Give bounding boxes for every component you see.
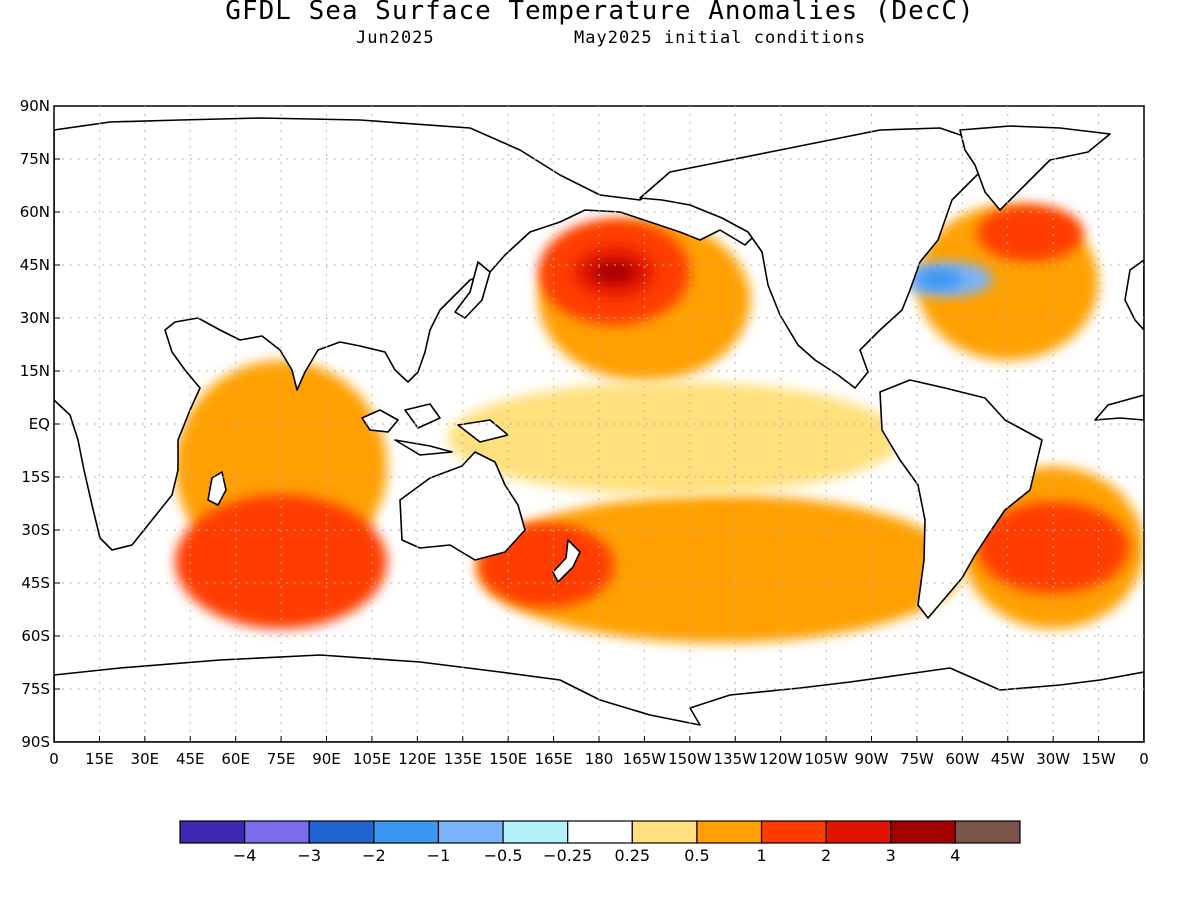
lon-tick-label: 90E	[312, 750, 341, 768]
colorbar-label: −2	[362, 846, 386, 865]
forecast-month: Jun2025	[356, 28, 435, 48]
colorbar-label: 0.5	[684, 846, 709, 865]
lat-tick-label: 15S	[21, 468, 50, 486]
graticule	[54, 106, 1144, 742]
lat-tick-label: 45S	[21, 574, 50, 592]
lon-tick-label: 15E	[85, 750, 114, 768]
anomaly-region-3	[592, 261, 636, 283]
lat-tick-label: 45N	[20, 256, 50, 274]
lon-tick-label: 45E	[176, 750, 205, 768]
madagascar-land	[207, 471, 227, 506]
lon-tick-label: 60E	[221, 750, 250, 768]
colorbar-label: −3	[297, 846, 321, 865]
japan-land	[454, 261, 491, 319]
colorbar-swatch	[308, 820, 375, 844]
colorbar-label: −4	[233, 846, 257, 865]
anomaly-region-14	[916, 268, 963, 290]
lon-tick-label: 60W	[945, 750, 979, 768]
lon-tick-label: 120W	[759, 750, 803, 768]
lon-tick-label: 135W	[714, 750, 758, 768]
lon-tick-label: 180	[585, 750, 614, 768]
colorbar-label: 4	[950, 846, 960, 865]
lon-tick-label: 105E	[353, 750, 391, 768]
colorbar-swatch	[437, 820, 504, 844]
lon-tick-label: 0	[1139, 750, 1149, 768]
initial-conditions: May2025 initial conditions	[574, 28, 867, 48]
lon-tick-label: 45W	[991, 750, 1025, 768]
lon-tick-label: 90W	[855, 750, 889, 768]
lon-tick-label: 135E	[444, 750, 482, 768]
colorbar-swatch	[179, 820, 246, 844]
maritime-continent-land	[361, 403, 509, 456]
colorbar-swatch	[760, 820, 827, 844]
anomaly-region-12	[447, 381, 902, 495]
longitude-ticks: 0 15E 30E 45E 60E 75E 90E 105E 120E 135E 150E 165E 1…	[49, 736, 1149, 768]
lon-tick-label: 0	[49, 750, 59, 768]
colorbar-swatch	[890, 820, 956, 844]
colorbar-label: −0.25	[543, 846, 592, 865]
lon-tick-label: 30W	[1036, 750, 1070, 768]
antarctica-land	[54, 654, 1144, 742]
lon-tick-label: 150E	[489, 750, 527, 768]
lat-tick-label: 15N	[20, 362, 50, 380]
colorbar-swatch	[244, 820, 310, 844]
greenland-land	[959, 125, 1111, 211]
colorbar-swatch	[502, 820, 569, 844]
lat-tick-label: 90S	[21, 733, 50, 751]
anomaly-region-5	[977, 204, 1084, 262]
europe-west-land	[1124, 259, 1144, 331]
lat-tick-label: 60N	[20, 203, 50, 221]
lon-tick-label: 150W	[668, 750, 712, 768]
colorbar-label: 2	[821, 846, 831, 865]
lat-tick-label: 30N	[20, 309, 50, 327]
colorbar-swatch	[696, 820, 763, 844]
lon-tick-label: 75E	[267, 750, 296, 768]
lat-tick-label: 60S	[21, 627, 50, 645]
colorbar-swatch	[954, 820, 1021, 844]
colorbar-label: 0.25	[614, 846, 650, 865]
africa-west-edge-land	[1094, 394, 1144, 421]
colorbar-label: −0.5	[484, 846, 523, 865]
anomaly-region-7	[175, 494, 388, 629]
map-title: GFDL Sea Surface Temperature Anomalies (…	[225, 0, 975, 26]
colorbar-label: 3	[886, 846, 896, 865]
south-america-land	[879, 379, 1043, 619]
lat-tick-label: 90N	[20, 97, 50, 115]
colorbar-swatch	[373, 820, 440, 844]
colorbar-swatch	[567, 820, 633, 844]
lon-tick-label: 105W	[804, 750, 848, 768]
lon-tick-label: 75W	[900, 750, 934, 768]
lat-tick-label: EQ	[29, 415, 50, 433]
colorbar-label: 1	[756, 846, 766, 865]
lon-tick-label: 30E	[131, 750, 160, 768]
lat-tick-label: 75S	[21, 680, 50, 698]
latitude-ticks: 90N 75N 60N 45N 30N 15N EQ 15S 30S 45S 60S 75S 90S	[20, 97, 60, 751]
colorbar: −4 −3 −2 −1 −0.5 −0.25 0.25 0.5 1 2 3 4	[179, 820, 1021, 865]
colorbar-swatch	[825, 820, 892, 844]
lat-tick-label: 30S	[21, 521, 50, 539]
colorbar-label: −1	[427, 846, 451, 865]
lon-tick-label: 15W	[1082, 750, 1116, 768]
new-zealand-land	[552, 539, 581, 583]
lon-tick-label: 120E	[398, 750, 436, 768]
lon-tick-label: 165E	[535, 750, 573, 768]
north-america-land	[639, 127, 981, 389]
lat-tick-label: 75N	[20, 150, 50, 168]
colorbar-swatch	[631, 820, 698, 844]
lon-tick-label: 165W	[623, 750, 667, 768]
